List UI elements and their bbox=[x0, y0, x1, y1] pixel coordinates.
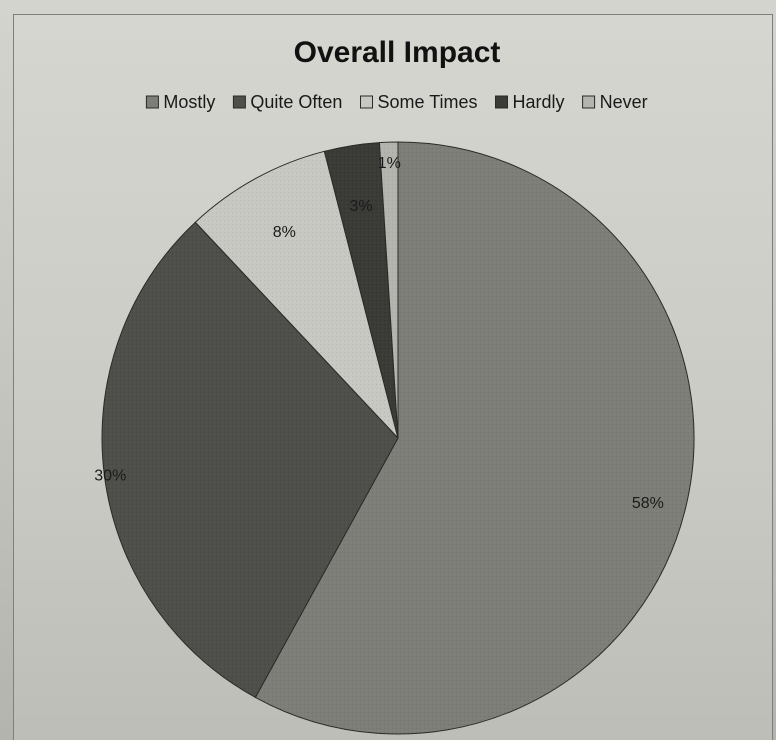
data-label-quite-often: 30% bbox=[94, 467, 126, 484]
chart-title: Overall Impact bbox=[294, 36, 501, 69]
legend-label-some-times: Some Times bbox=[378, 92, 478, 112]
legend-label-quite-often: Quite Often bbox=[250, 92, 342, 112]
pie-labels: 58% 30% 8% 3% 1% bbox=[94, 155, 664, 512]
data-label-hardly: 3% bbox=[350, 198, 373, 215]
legend-swatch-hardly bbox=[495, 95, 508, 109]
legend-swatch-never bbox=[582, 95, 596, 109]
pie-slice-texture-mostly bbox=[255, 142, 694, 734]
legend-swatch-quite-often bbox=[232, 95, 246, 109]
pie-slice-texture-never bbox=[379, 142, 398, 438]
pie-slice-texture-quite-often bbox=[101, 222, 399, 698]
legend-label-hardly: Hardly bbox=[513, 92, 565, 112]
pie-slices bbox=[101, 141, 695, 735]
data-label-never: 1% bbox=[378, 155, 401, 172]
legend-swatch-some-times bbox=[360, 95, 373, 109]
data-label-some-times: 8% bbox=[273, 224, 296, 241]
chart-legend: Mostly Quite Often Some Times Hardly Never bbox=[145, 92, 648, 112]
pie-slice-texture-hardly bbox=[324, 142, 398, 438]
legend-swatch-mostly bbox=[145, 95, 159, 109]
legend-label-never: Never bbox=[600, 92, 648, 112]
legend-label-mostly: Mostly bbox=[163, 92, 215, 112]
data-label-mostly: 58% bbox=[632, 495, 664, 512]
pie-slice-texture-some-times bbox=[195, 151, 398, 439]
